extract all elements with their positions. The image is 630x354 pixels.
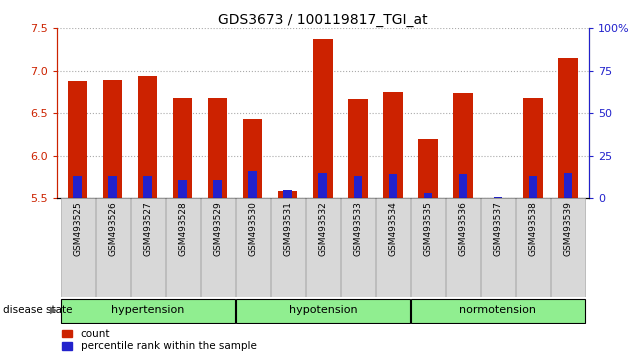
Bar (61, 198, 94, 297)
Bar (454, 93, 472, 198)
Bar (306, 198, 340, 297)
Bar (348, 99, 367, 198)
Title: GDS3673 / 100119817_TGI_at: GDS3673 / 100119817_TGI_at (218, 13, 428, 27)
Text: GSM493534: GSM493534 (389, 201, 398, 256)
Bar (446, 198, 480, 297)
Text: GSM493539: GSM493539 (564, 201, 573, 256)
Text: GSM493537: GSM493537 (493, 201, 503, 256)
Bar (313, 39, 333, 198)
Bar (61, 299, 234, 322)
Bar (551, 198, 585, 297)
Text: GSM493538: GSM493538 (529, 201, 537, 256)
Text: hypotension: hypotension (289, 305, 357, 315)
Bar (144, 176, 152, 198)
Text: GSM493529: GSM493529 (214, 201, 222, 256)
Bar (423, 193, 432, 198)
Text: GSM493525: GSM493525 (73, 201, 82, 256)
Text: normotension: normotension (459, 305, 537, 315)
Bar (214, 179, 222, 198)
Bar (353, 176, 362, 198)
Text: GSM493530: GSM493530 (248, 201, 257, 256)
Bar (138, 76, 158, 198)
Bar (236, 198, 270, 297)
Bar (341, 198, 375, 297)
Bar (418, 139, 438, 198)
Bar (278, 192, 297, 198)
Text: GSM493531: GSM493531 (284, 201, 292, 256)
Bar (284, 190, 292, 198)
Bar (516, 198, 550, 297)
Bar (166, 198, 200, 297)
Bar (201, 198, 234, 297)
Bar (236, 299, 410, 322)
Bar (319, 173, 327, 198)
Text: GSM493527: GSM493527 (143, 201, 152, 256)
Bar (271, 198, 305, 297)
Text: ▶: ▶ (50, 305, 58, 315)
Legend: count, percentile rank within the sample: count, percentile rank within the sample (62, 329, 256, 351)
Bar (208, 98, 227, 198)
Bar (73, 176, 82, 198)
Bar (173, 98, 192, 198)
Bar (558, 58, 578, 198)
Text: disease state: disease state (3, 305, 72, 315)
Bar (103, 80, 122, 198)
Bar (481, 198, 515, 297)
Bar (243, 119, 263, 198)
Text: GSM493526: GSM493526 (108, 201, 117, 256)
Bar (131, 198, 164, 297)
Bar (411, 299, 585, 322)
Bar (459, 175, 467, 198)
Bar (96, 198, 130, 297)
Text: GSM493532: GSM493532 (318, 201, 328, 256)
Bar (383, 92, 403, 198)
Text: hypertension: hypertension (111, 305, 185, 315)
Bar (411, 198, 445, 297)
Text: GSM493533: GSM493533 (353, 201, 362, 256)
Bar (68, 81, 88, 198)
Bar (564, 173, 573, 198)
Bar (529, 176, 537, 198)
Bar (248, 171, 257, 198)
Text: GSM493528: GSM493528 (178, 201, 187, 256)
Bar (389, 175, 398, 198)
Bar (108, 176, 117, 198)
Bar (376, 198, 410, 297)
Text: GSM493536: GSM493536 (459, 201, 467, 256)
Text: GSM493535: GSM493535 (423, 201, 432, 256)
Bar (524, 98, 542, 198)
Bar (178, 179, 187, 198)
Bar (494, 196, 502, 198)
